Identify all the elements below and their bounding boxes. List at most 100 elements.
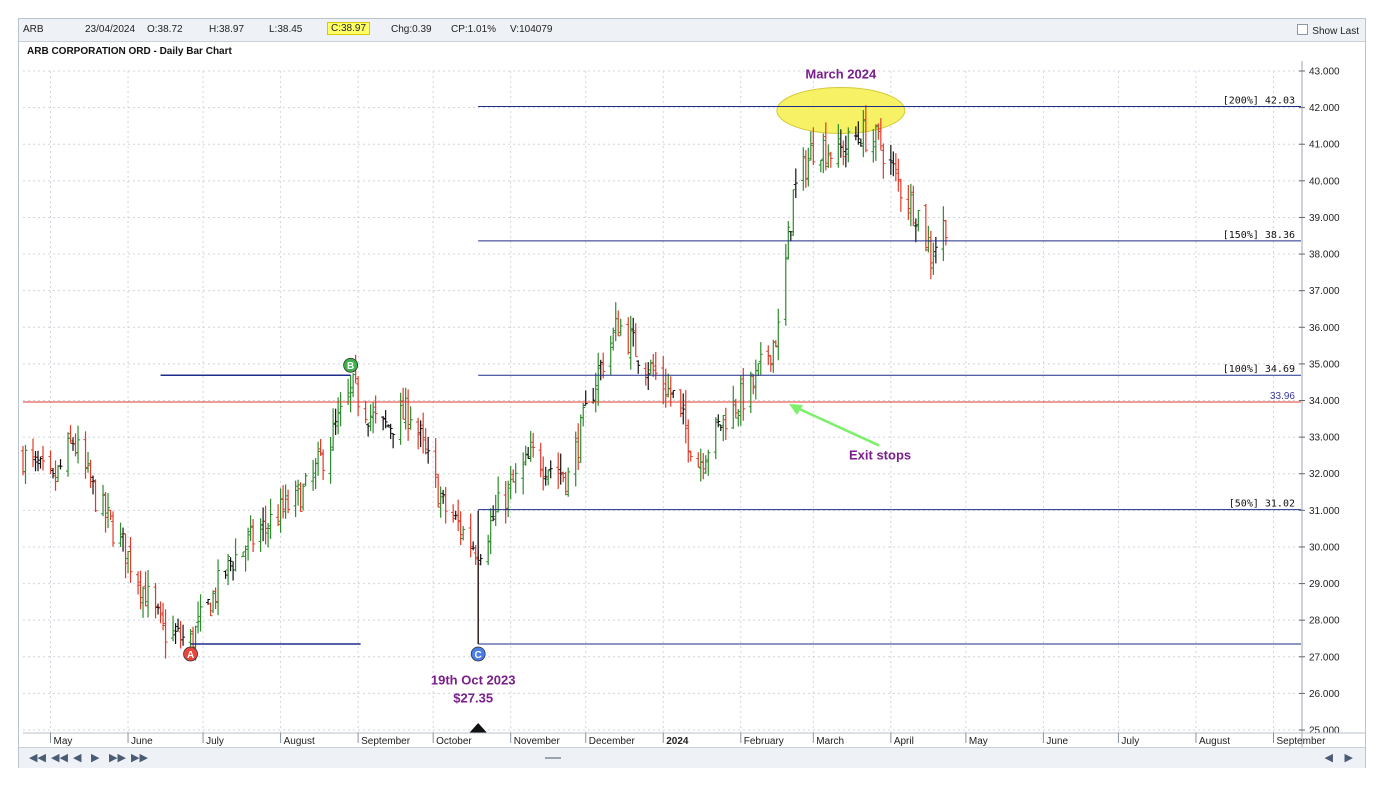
price-bar	[943, 219, 948, 246]
price-bar	[528, 431, 533, 462]
price-bar	[601, 352, 606, 379]
price-bar	[876, 123, 881, 140]
price-tick-label: 29.000	[1309, 579, 1340, 590]
chart-overlays: [200%] 42.03 [150%] 38.36 [100%] 34.69 [50%…	[23, 67, 1301, 733]
price-tick-label: 25.000	[1309, 726, 1340, 737]
nav-next-button[interactable]: ▶	[91, 752, 100, 764]
price-bar	[123, 533, 128, 579]
price-bar	[841, 140, 846, 166]
nav-next-page-button[interactable]: ▶▶	[109, 752, 126, 764]
price-bar	[836, 123, 841, 168]
price-bar	[246, 527, 251, 561]
price-bar	[243, 545, 248, 572]
scroll-grip[interactable]	[545, 757, 561, 759]
price-bar	[563, 471, 568, 496]
price-chart[interactable]: [200%] 42.03 [150%] 38.36 [100%] 34.69 [50%…	[19, 41, 1365, 747]
price-bar	[108, 509, 113, 521]
price-bar	[176, 618, 181, 632]
price-bar	[406, 389, 411, 441]
price-bar	[576, 423, 581, 471]
price-bar	[458, 511, 463, 546]
price-bar	[231, 561, 236, 581]
price-bar	[878, 118, 883, 151]
nav-scroll-right-button[interactable]: ▶	[1344, 752, 1353, 764]
date-tick-label: May	[969, 736, 988, 747]
nav-first-button[interactable]: ◀◀	[29, 752, 46, 764]
price-bar	[53, 460, 58, 491]
nav-scroll-left-button[interactable]: ◀	[1324, 752, 1333, 764]
price-bar	[696, 452, 701, 468]
price-bar	[403, 387, 408, 430]
date-tick-label: July	[1121, 736, 1139, 747]
price-bar	[118, 522, 123, 547]
price-bar	[121, 527, 126, 552]
price-bar	[546, 469, 551, 486]
price-bar	[681, 393, 686, 425]
quote-toolbar: ARB 23/04/2024 O:38.72 H:38.97 L:38.45 C…	[19, 19, 1365, 42]
price-bar	[438, 486, 443, 518]
price-bar	[426, 436, 431, 464]
price-bar	[506, 480, 511, 518]
date-tick-label: October	[436, 736, 472, 747]
price-bar	[611, 327, 616, 351]
price-tick-label: 36.000	[1309, 323, 1340, 334]
price-bar	[101, 484, 106, 517]
price-bar	[143, 571, 148, 607]
price-bar	[508, 465, 513, 500]
price-bar	[383, 410, 388, 429]
price-bar	[311, 459, 316, 491]
price-bar	[651, 353, 656, 377]
price-bar	[456, 499, 461, 532]
nav-prev-page-button[interactable]: ◀◀	[51, 752, 68, 764]
price-bar	[678, 389, 683, 418]
price-bar	[223, 570, 228, 579]
annotation-march-2024: March 2024	[805, 67, 877, 82]
price-bar	[71, 437, 76, 451]
chart-window: ARB 23/04/2024 O:38.72 H:38.97 L:38.45 C…	[18, 18, 1366, 768]
price-bar	[163, 609, 168, 659]
price-bar	[736, 409, 741, 427]
chart-title: ARB CORPORATION ORD - Daily Bar Chart	[27, 46, 233, 57]
price-bar	[181, 624, 186, 646]
price-bar	[773, 340, 778, 348]
price-bar	[146, 569, 151, 618]
annotation-c-price: $27.35	[453, 691, 493, 706]
projection-level-label: [200%] 42.03	[1223, 96, 1295, 107]
price-bar	[531, 432, 536, 458]
price-bar	[298, 482, 303, 512]
price-bar	[703, 455, 708, 474]
price-bar	[561, 471, 566, 483]
show-last-toggle[interactable]: Show Last	[1297, 24, 1359, 37]
date-tick-label: August	[284, 736, 315, 747]
price-bar	[748, 371, 753, 414]
price-bar	[258, 518, 263, 552]
price-bar	[233, 538, 238, 572]
nav-last-button[interactable]: ▶▶	[131, 752, 148, 764]
nav-prev-button[interactable]: ◀	[73, 752, 82, 764]
price-bar	[521, 452, 526, 495]
price-bar	[783, 243, 788, 326]
price-bar	[153, 583, 158, 619]
price-bar	[573, 431, 578, 487]
price-bar	[686, 419, 691, 463]
annotation-exit-stops: Exit stops	[849, 447, 911, 462]
price-bar	[581, 402, 586, 427]
price-bar	[753, 359, 758, 400]
price-bar	[578, 414, 583, 463]
price-bar	[756, 362, 761, 377]
price-bar	[338, 392, 343, 427]
show-last-checkbox[interactable]	[1297, 24, 1309, 35]
price-bar	[416, 417, 421, 450]
exit-stop-arrowhead	[789, 403, 803, 415]
price-bars	[21, 105, 948, 661]
price-bar	[268, 498, 273, 539]
price-tick-label: 33.000	[1309, 433, 1340, 444]
projection-level-label: [50%] 31.02	[1229, 499, 1295, 510]
price-bar	[941, 206, 946, 262]
price-bar	[788, 231, 793, 242]
price-bar	[613, 302, 618, 342]
price-bar	[198, 594, 203, 632]
price-bar	[278, 488, 283, 533]
price-bar	[333, 408, 338, 436]
price-bar	[226, 553, 231, 586]
